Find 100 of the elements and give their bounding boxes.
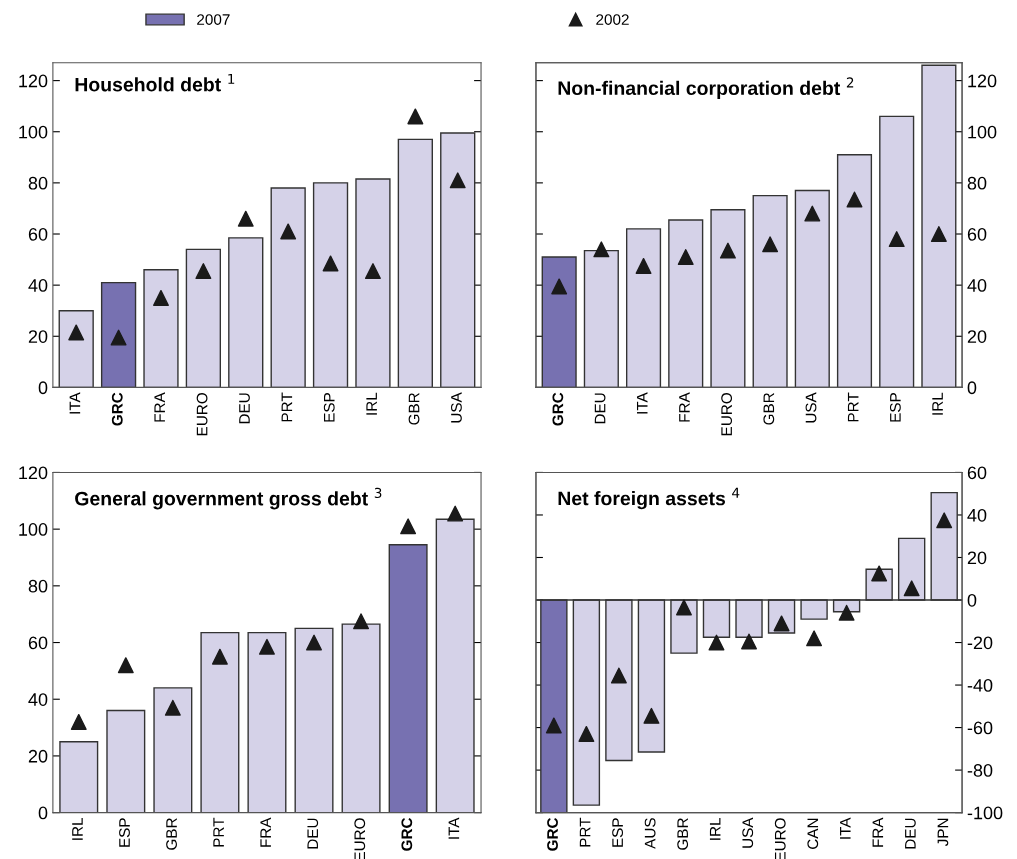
point — [871, 565, 888, 582]
bar — [752, 194, 788, 388]
y-tick-label: 40 — [28, 693, 48, 706]
point — [322, 255, 339, 272]
y-tick-label: 80 — [28, 176, 48, 190]
point — [280, 223, 297, 240]
x-tick-label: JPN — [937, 818, 949, 847]
bar — [59, 741, 99, 813]
point — [153, 289, 169, 306]
x-tick-label: DEU — [905, 818, 916, 849]
text: Net foreign assets $^{4}$ — [558, 487, 740, 510]
point — [164, 699, 181, 716]
point — [70, 713, 87, 730]
y2-tick-label: 80 — [967, 176, 987, 190]
x-tick-label: ITA — [840, 817, 851, 839]
point — [610, 667, 627, 684]
point — [846, 191, 863, 208]
bar — [143, 269, 179, 388]
y2-tick-label: 120 — [968, 74, 997, 88]
bar — [341, 623, 381, 813]
x-tick-label: USA — [742, 817, 754, 848]
bar — [312, 182, 349, 388]
bar — [440, 132, 476, 388]
point — [708, 634, 725, 651]
y-tick-label: 20 — [28, 330, 48, 343]
y2-tick-label: 40 — [967, 279, 987, 292]
y-tick-label: 120 — [19, 466, 48, 480]
x-tick-label: USA — [805, 392, 817, 423]
point — [117, 657, 134, 674]
point — [762, 236, 779, 253]
bar — [668, 219, 704, 388]
bar — [836, 154, 873, 388]
point — [675, 599, 692, 616]
bar — [435, 518, 475, 813]
bar — [247, 631, 287, 813]
bar — [794, 189, 830, 388]
point — [677, 249, 694, 265]
point — [719, 242, 736, 259]
point — [936, 512, 953, 529]
y2-tick-label: 0 — [967, 593, 977, 607]
y2-tick-label: -40 — [967, 678, 993, 692]
x-tick-label: PRT — [579, 817, 591, 847]
y2-tick-label: -60 — [967, 721, 993, 735]
x-tick-label: ESP — [889, 393, 901, 422]
x-tick-label: EURO — [721, 393, 733, 436]
point — [551, 278, 568, 295]
y-tick-label: 60 — [28, 636, 48, 650]
x-tick-label: EURO — [196, 393, 208, 436]
y2-tick-label: 20 — [967, 551, 987, 565]
y2-tick-label: -20 — [967, 636, 993, 650]
x-tick-label: DEU — [239, 393, 250, 424]
y-tick-label: 100 — [19, 523, 48, 536]
y-tick-label: 80 — [28, 579, 48, 593]
bar — [270, 187, 306, 388]
x-tick-label: IRL — [72, 817, 83, 840]
point — [306, 634, 322, 651]
y2-tick-label: 60 — [967, 227, 987, 241]
bar — [294, 627, 334, 813]
x-tick-label: IRL — [932, 392, 943, 415]
bar — [879, 115, 915, 388]
y2-tick-label: 40 — [967, 508, 987, 522]
point — [68, 324, 85, 341]
point — [804, 205, 821, 222]
x-tick-label: PRT — [847, 392, 859, 422]
x-tick-label: AUS — [644, 818, 656, 849]
y2-tick-label: 20 — [967, 330, 987, 343]
x-tick-label: ESP — [323, 393, 335, 422]
bar — [100, 281, 137, 388]
y2-tick-label: -100 — [967, 806, 1003, 820]
bar — [921, 64, 957, 388]
y-tick-label: 0 — [38, 381, 48, 395]
point — [903, 580, 920, 597]
point — [741, 633, 757, 650]
x-tick-label: USA — [451, 392, 462, 423]
bar — [153, 687, 193, 813]
bar — [397, 138, 433, 388]
y2-tick-label: 0 — [967, 381, 977, 395]
x-tick-label: GBR — [408, 392, 420, 425]
bar — [388, 544, 428, 813]
legend-label: 2002 — [596, 14, 629, 25]
x-tick-label: IRL — [366, 392, 377, 415]
x-tick-label: ITA — [448, 817, 460, 839]
x-tick-label: PRT — [213, 817, 224, 847]
point — [806, 630, 823, 647]
text: Non-financial corporation debt $^{2}$ — [558, 77, 854, 99]
x-tick-label: GBR — [763, 392, 775, 425]
x-tick-label: GRC — [547, 817, 558, 851]
point — [643, 707, 660, 724]
point — [545, 717, 562, 734]
x-tick-label: FRA — [154, 392, 165, 422]
y2-tick-label: 60 — [967, 466, 987, 480]
x-tick-label: ITA — [636, 392, 648, 414]
y-tick-label: 60 — [28, 227, 48, 241]
x-tick-label: GRC — [401, 817, 413, 851]
x-tick-label: PRT — [281, 392, 293, 422]
point — [110, 329, 127, 346]
x-tick-label: GBR — [677, 818, 689, 850]
x-tick-label: ITA — [69, 392, 81, 414]
point — [258, 638, 275, 655]
point — [195, 263, 212, 280]
